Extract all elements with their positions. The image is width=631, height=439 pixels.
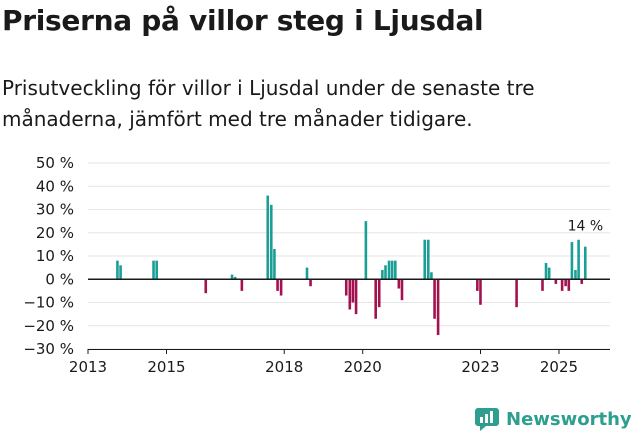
- y-tick-label: −20 %: [23, 317, 74, 335]
- bar-positive: [394, 260, 397, 280]
- bar-positive: [577, 239, 580, 280]
- bar-negative: [433, 279, 436, 319]
- bar-positive: [544, 262, 548, 280]
- bar-negative: [397, 279, 401, 289]
- bar-positive: [155, 260, 158, 280]
- bar-negative: [564, 279, 567, 287]
- chart-title: Priserna på villor steg i Ljusdal: [2, 4, 484, 37]
- bar-negative: [377, 279, 381, 308]
- y-tick-label: 20 %: [36, 224, 74, 242]
- bar-positive: [116, 260, 119, 280]
- y-tick-label: 10 %: [36, 247, 74, 265]
- bar-positive: [269, 204, 273, 280]
- y-axis-labels: 50 % 40 % 30 % 20 % 10 % 0 % −10 % −20 % −30 %: [23, 154, 74, 358]
- newsworthy-icon: [475, 408, 499, 431]
- bar-positive: [233, 276, 237, 280]
- bar-positive: [266, 195, 270, 280]
- x-tick-label: 2015: [147, 358, 185, 376]
- bar-positive: [430, 272, 433, 280]
- bar-negative: [240, 279, 244, 291]
- bar-positive: [305, 267, 309, 280]
- bar-negative: [374, 279, 377, 319]
- x-tick-label: 2018: [265, 358, 303, 376]
- y-tick-label: −10 %: [23, 294, 74, 312]
- bar-positive: [583, 246, 587, 280]
- brand-name: Newsworthy: [506, 408, 631, 430]
- x-axis-labels: 2013 2015 2018 2020 2023 2025: [69, 358, 578, 376]
- bar-negative: [348, 279, 352, 310]
- bar-positive: [390, 260, 394, 280]
- bar-positive: [230, 274, 234, 280]
- bar-negative: [554, 279, 558, 284]
- bar-negative: [354, 279, 358, 315]
- bar-negative: [276, 279, 279, 291]
- bar-negative: [476, 279, 479, 291]
- bar-negative: [541, 279, 544, 291]
- bar-positive: [426, 239, 430, 280]
- bar-negative: [204, 279, 208, 294]
- bar-negative: [515, 279, 518, 308]
- x-tick-label: 2025: [540, 358, 578, 376]
- bar-positive: [384, 265, 387, 280]
- bar-chart: 50 % 40 % 30 % 20 % 10 % 0 % −10 % −20 % −30 % 2…: [23, 154, 610, 376]
- bar-negative: [479, 279, 482, 305]
- bar-positive: [364, 221, 368, 280]
- bar-positive: [387, 260, 391, 280]
- bar-negative: [436, 279, 440, 336]
- bar-negative: [580, 279, 584, 284]
- annotations: 14 %: [568, 219, 604, 235]
- bar-negative: [344, 279, 348, 296]
- bar-positive: [547, 267, 551, 280]
- bars: [116, 195, 587, 336]
- bar-negative: [560, 279, 564, 291]
- bar-positive: [570, 242, 574, 280]
- x-tick-label: 2020: [344, 358, 382, 376]
- annotation-label: 14 %: [568, 219, 604, 235]
- bar-positive: [119, 265, 122, 280]
- bar-positive: [273, 249, 276, 280]
- x-tick-label: 2023: [461, 358, 499, 376]
- bar-positive: [574, 269, 577, 280]
- x-tick-label: 2013: [69, 358, 107, 376]
- bar-negative: [351, 279, 355, 303]
- newsworthy-logo: Newsworthy: [474, 406, 631, 432]
- bar-positive: [381, 269, 384, 280]
- bar-negative: [309, 279, 312, 287]
- chart-subtitle: Prisutveckling för villor i Ljusdal unde…: [2, 76, 535, 131]
- bar-negative: [400, 279, 404, 301]
- y-tick-label: 40 %: [36, 177, 74, 195]
- y-tick-label: 30 %: [36, 201, 74, 219]
- bar-negative: [279, 279, 283, 296]
- gridlines: [88, 162, 610, 350]
- y-tick-label: 50 %: [36, 154, 74, 172]
- axes: [87, 278, 610, 354]
- y-tick-label: 0 %: [45, 270, 74, 288]
- y-tick-label: −30 %: [23, 340, 74, 358]
- bar-negative: [567, 279, 571, 291]
- bar-positive: [152, 260, 155, 280]
- bar-positive: [423, 239, 427, 280]
